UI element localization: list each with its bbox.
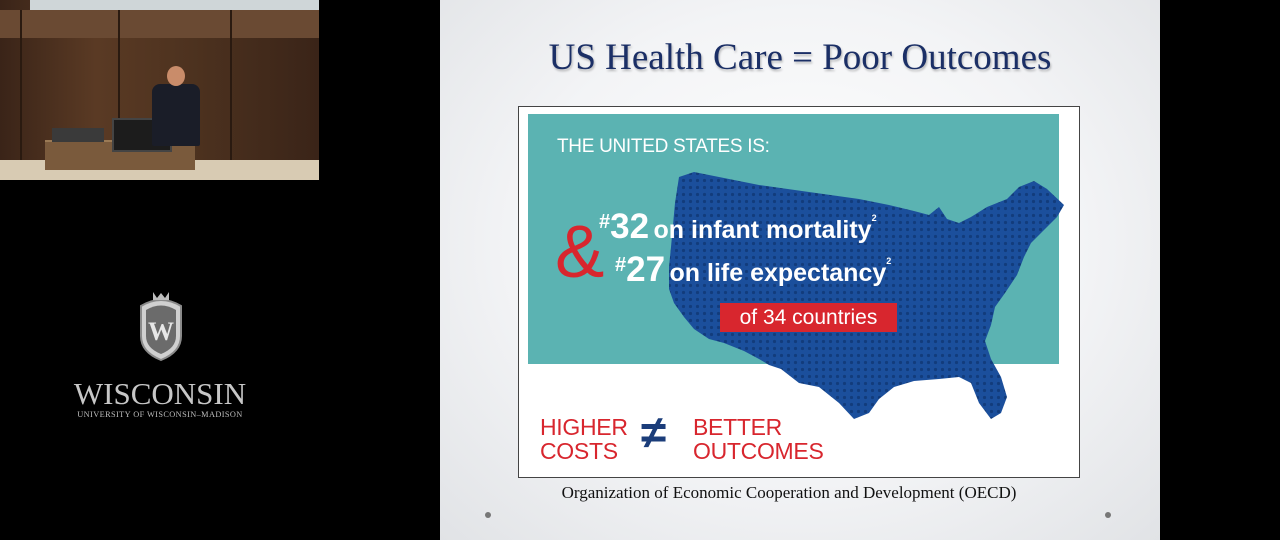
stat-rank: 27 xyxy=(626,250,666,289)
slide-nav-dot-left[interactable] xyxy=(485,512,491,518)
presentation-slide: US Health Care = Poor Outcomes THE UNITE… xyxy=(440,0,1160,540)
stat-life-expectancy: #27 on life expectancy2 xyxy=(615,250,891,290)
logo-subtitle: UNIVERSITY OF WISCONSIN–MADISON xyxy=(77,410,243,419)
higher-line: HIGHER xyxy=(540,414,628,440)
stat-hash: # xyxy=(599,211,611,233)
stat-hash: # xyxy=(615,254,627,276)
stat-label: on infant mortality xyxy=(653,216,872,244)
slide-title: US Health Care = Poor Outcomes xyxy=(548,37,1052,78)
higher-costs-text: HIGHER COSTS xyxy=(540,415,628,463)
stat-footnote: 2 xyxy=(886,256,892,266)
ampersand: & xyxy=(555,210,605,293)
stat-rank: 32 xyxy=(610,207,650,246)
us-map-icon xyxy=(669,172,1064,419)
speaker-body xyxy=(152,84,200,146)
wall-seam xyxy=(118,10,120,170)
intro-text: THE UNITED STATES IS: xyxy=(557,136,770,157)
countries-badge: of 34 countries xyxy=(720,303,897,332)
projector-screen-edge xyxy=(30,0,319,10)
stat-infant-mortality: #32 on infant mortality2 xyxy=(599,207,877,247)
speaker-video[interactable] xyxy=(0,0,319,180)
costs-line: COSTS xyxy=(540,438,618,464)
stat-label: on life expectancy xyxy=(669,259,887,287)
not-equal-icon: ≠ xyxy=(641,406,667,458)
svg-text:W: W xyxy=(148,317,174,346)
better-line: BETTER xyxy=(693,414,782,440)
wall-panel xyxy=(0,10,319,38)
wall-seam xyxy=(230,10,232,170)
outcomes-line: OUTCOMES xyxy=(693,438,824,464)
slide-nav-dot-right[interactable] xyxy=(1105,512,1111,518)
source-citation: Organization of Economic Cooperation and… xyxy=(561,483,1017,502)
logo-wordmark: WISCONSIN xyxy=(73,376,247,411)
stat-footnote: 2 xyxy=(871,213,877,223)
university-logo: W WISCONSIN UNIVERSITY OF WISCONSIN–MADI… xyxy=(60,292,260,422)
better-outcomes-text: BETTER OUTCOMES xyxy=(693,415,824,463)
speaker-head xyxy=(167,66,185,86)
projector-device xyxy=(52,128,104,142)
infographic: THE UNITED STATES IS: & #32 on infant mo… xyxy=(518,106,1080,478)
wall-seam xyxy=(20,10,22,170)
crest-icon: W xyxy=(140,292,182,362)
